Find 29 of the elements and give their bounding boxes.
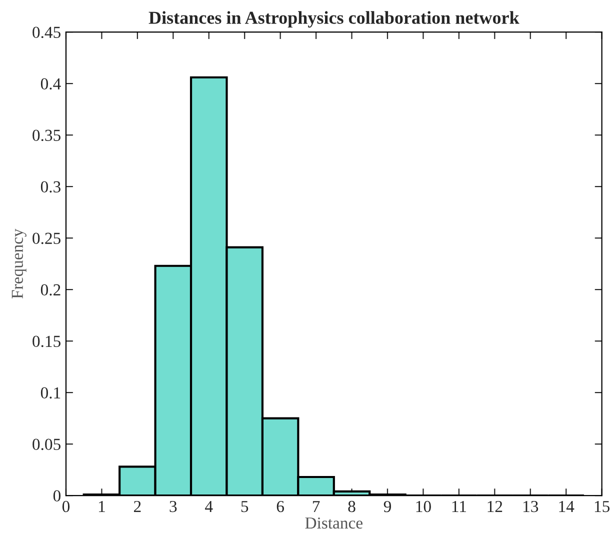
x-tick-label: 6 bbox=[276, 500, 284, 512]
chart-title: Distances in Astrophysics collaboration network bbox=[148, 11, 520, 28]
y-tick-label: 0.45 bbox=[32, 26, 60, 38]
x-axis-title: Distance bbox=[305, 517, 362, 529]
y-tick-label: 0.05 bbox=[32, 438, 60, 450]
x-tick-label: 2 bbox=[134, 500, 141, 512]
y-tick-label: 0.4 bbox=[40, 78, 61, 90]
x-tick-label: 3 bbox=[170, 500, 177, 512]
y-tick-label: 0.2 bbox=[40, 284, 60, 296]
y-axis-title: Frequency bbox=[12, 228, 26, 298]
x-tick-label: 11 bbox=[452, 500, 466, 512]
x-tick-label: 4 bbox=[205, 501, 213, 512]
x-tick-label: 12 bbox=[488, 500, 502, 512]
x-tick-label: 7 bbox=[312, 501, 320, 512]
x-tick-label: 1 bbox=[99, 500, 105, 512]
y-tick-label: 0.15 bbox=[32, 336, 60, 348]
y-tick-label: 0.1 bbox=[40, 387, 60, 399]
x-tick-label: 0 bbox=[62, 500, 70, 512]
x-tick-label: 15 bbox=[594, 500, 610, 512]
y-tick-label: 0.25 bbox=[32, 232, 60, 244]
x-tick-label: 9 bbox=[384, 500, 391, 512]
x-tick-label: 5 bbox=[241, 501, 248, 512]
y-tick-label: 0 bbox=[53, 490, 60, 502]
x-tick-label: 10 bbox=[416, 500, 431, 512]
x-tick-label: 14 bbox=[559, 500, 574, 512]
x-tick-label: 13 bbox=[524, 500, 538, 512]
y-tick-label: 0.3 bbox=[40, 181, 60, 193]
y-tick-label: 0.35 bbox=[32, 130, 60, 142]
x-tick-label: 8 bbox=[348, 500, 356, 512]
